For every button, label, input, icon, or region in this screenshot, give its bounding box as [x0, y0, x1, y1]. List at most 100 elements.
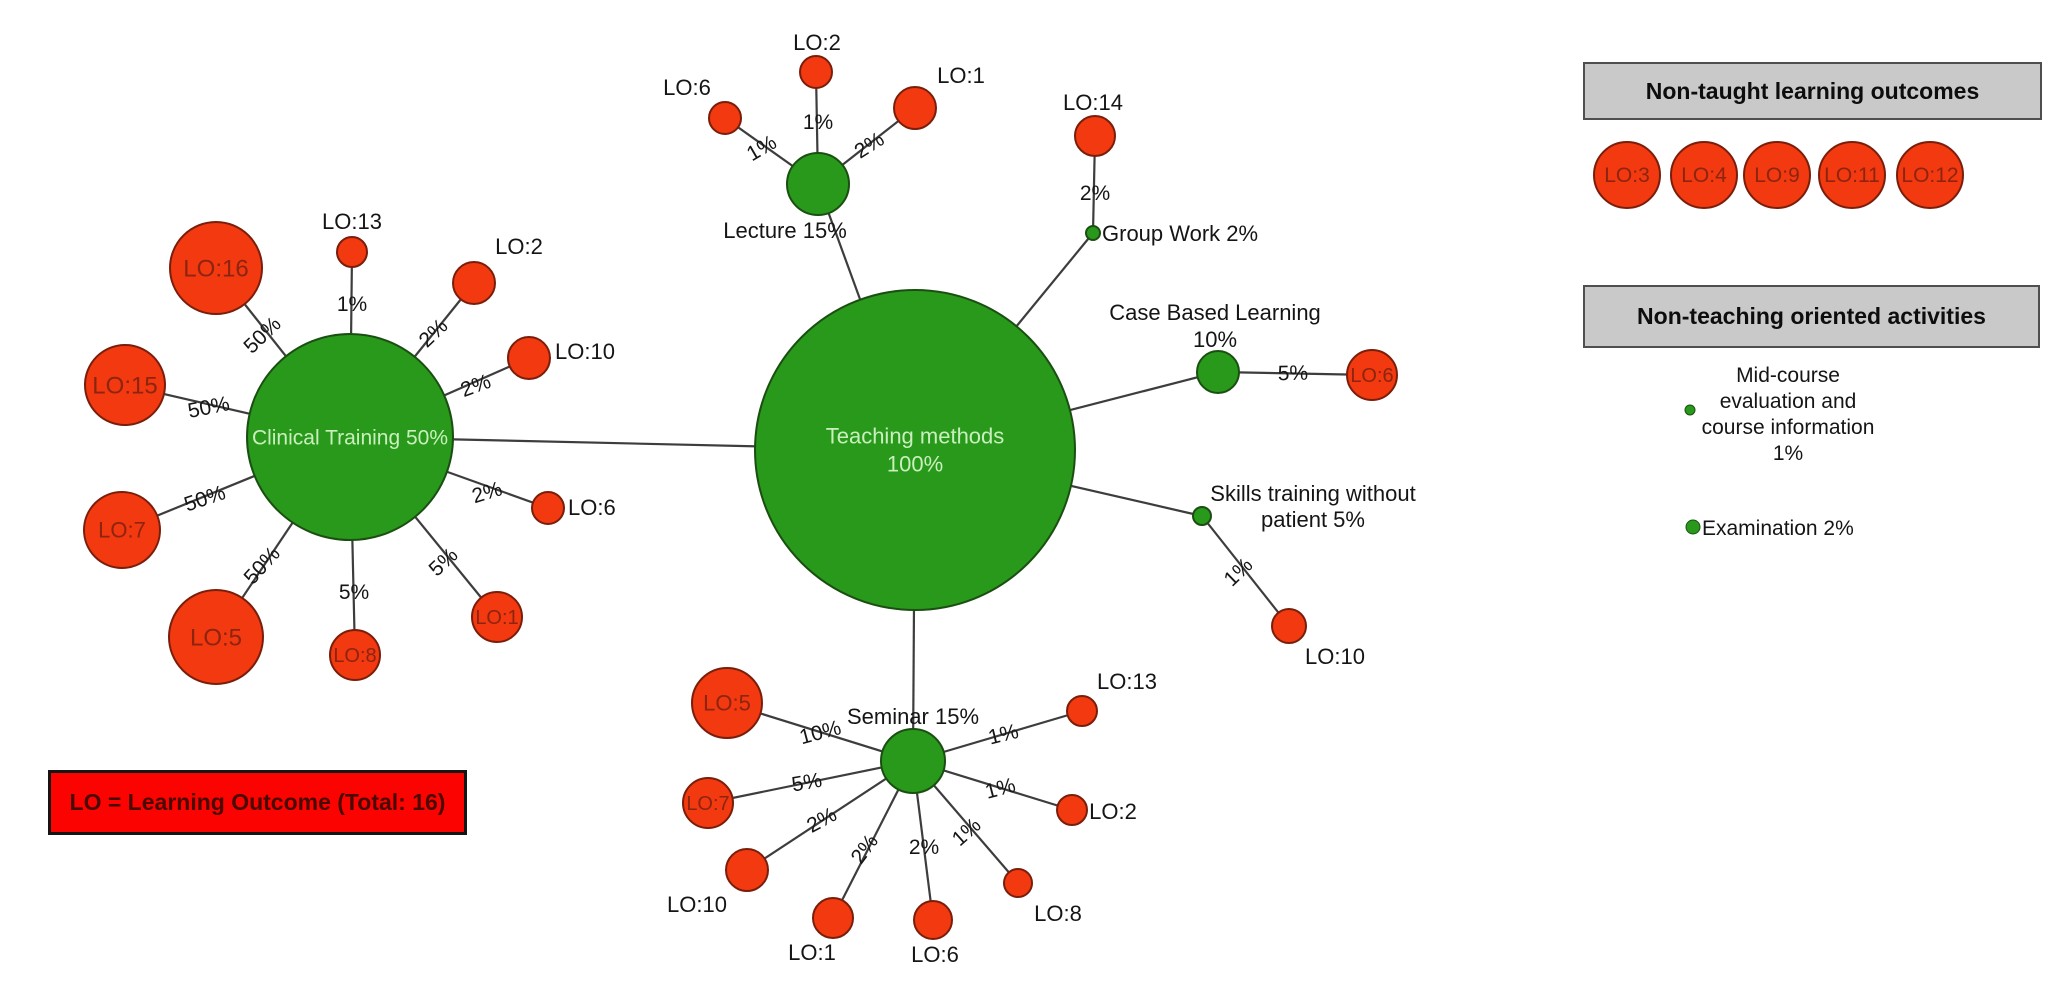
non-taught-outcomes-header: Non-taught learning outcomes — [1583, 62, 2042, 120]
node-cl2 — [452, 261, 496, 305]
node-cl1 — [471, 591, 523, 643]
node-clinical — [246, 333, 454, 541]
node-label-sem1: LO:1 — [788, 940, 836, 965]
node-cl16 — [169, 221, 263, 315]
node-lec6 — [708, 101, 742, 135]
non-taught-lo-circle-3 — [1818, 141, 1886, 209]
node-label-lecture: Lecture 15% — [723, 218, 847, 243]
node-label-cl7: LO:7 — [98, 518, 146, 543]
node-label-skills: patient 5% — [1261, 507, 1365, 532]
non-taught-lo-circle-2 — [1743, 141, 1811, 209]
non-taught-lo-label-0: LO:3 — [1604, 164, 1650, 187]
edge-seminar-sem10 — [746, 760, 914, 871]
node-cbl — [1196, 350, 1240, 394]
node-sem7 — [682, 777, 734, 829]
node-label-cl10: LO:10 — [555, 339, 615, 364]
activity-label-mid-course-evaluation: 1% — [1773, 442, 1803, 465]
node-lec2 — [799, 55, 833, 89]
node-label-sem10: LO:10 — [667, 892, 727, 917]
node-label-cl13: LO:13 — [322, 209, 382, 234]
node-cl5 — [168, 589, 264, 685]
non-taught-lo-circle-0 — [1593, 141, 1661, 209]
edge-label-clinical-cl13: 1% — [337, 293, 367, 316]
edge-label-lecture-lec6: 1% — [743, 131, 781, 166]
node-skills — [1192, 506, 1212, 526]
edge-label-clinical-cl16: 50% — [239, 312, 285, 358]
node-cl7 — [83, 491, 161, 569]
node-label-lec2: LO:2 — [793, 30, 841, 55]
activity-label-mid-course-evaluation: Mid-course — [1736, 364, 1840, 387]
node-cl6 — [531, 491, 565, 525]
non-taught-lo-label-3: LO:11 — [1824, 164, 1880, 187]
edge-label-seminar-sem6: 2% — [909, 836, 939, 859]
node-label-sem8: LO:8 — [1034, 901, 1082, 926]
node-label-groupwork: Group Work 2% — [1102, 221, 1258, 246]
node-sem13 — [1066, 695, 1098, 727]
edge-label-seminar-sem2: 1% — [983, 774, 1018, 804]
activity-label-mid-course-evaluation: evaluation and — [1720, 390, 1857, 413]
mid-course-evaluation-dot — [1684, 404, 1696, 416]
node-cl15 — [84, 344, 166, 426]
node-label-tm: 100% — [887, 452, 943, 477]
edge-label-skills-sk10: 1% — [1220, 554, 1258, 592]
node-label-tm: Teaching methods — [826, 424, 1005, 449]
node-gw14 — [1074, 115, 1116, 157]
node-cl8 — [329, 629, 381, 681]
edge-label-clinical-cl7: 50% — [181, 481, 228, 516]
node-label-gw14: LO:14 — [1063, 90, 1123, 115]
node-label-cl1: LO:1 — [475, 607, 518, 629]
edge-label-seminar-sem8: 1% — [948, 813, 986, 850]
node-groupwork — [1085, 225, 1101, 241]
node-sem8 — [1003, 868, 1033, 898]
node-sem6 — [913, 900, 953, 940]
node-label-cl16: LO:16 — [183, 255, 248, 282]
node-sem2 — [1056, 794, 1088, 826]
node-seminar — [880, 728, 946, 794]
node-cbl6 — [1346, 349, 1398, 401]
non-teaching-activities-header: Non-teaching oriented activities — [1583, 285, 2040, 348]
edge-label-groupwork-gw14: 2% — [1080, 182, 1110, 205]
edge-label-seminar-sem1: 2% — [847, 830, 884, 868]
node-sem10 — [725, 848, 769, 892]
edge-label-clinical-cl1: 5% — [425, 543, 463, 581]
node-label-lec1: LO:1 — [937, 63, 985, 88]
node-lecture — [786, 152, 850, 216]
activity-label-mid-course-evaluation: course information — [1702, 416, 1875, 439]
examination-dot — [1685, 519, 1701, 535]
node-label-cbl: 10% — [1193, 327, 1237, 352]
edge-label-seminar-sem13: 1% — [986, 720, 1021, 750]
node-label-skills: Skills training without — [1210, 481, 1415, 506]
node-label-cl2: LO:2 — [495, 234, 543, 259]
edge-label-seminar-sem10: 2% — [803, 803, 841, 838]
node-label-cbl6: LO:6 — [1350, 365, 1393, 387]
edge-label-clinical-cl15: 50% — [186, 392, 232, 423]
node-label-seminar: Seminar 15% — [847, 704, 979, 729]
activity-label-examination: Examination 2% — [1702, 517, 1854, 540]
non-taught-lo-label-1: LO:4 — [1681, 164, 1727, 187]
node-cl13 — [336, 236, 368, 268]
node-label-sem7: LO:7 — [686, 793, 729, 815]
non-taught-lo-label-4: LO:12 — [1901, 164, 1958, 187]
node-label-sem5: LO:5 — [703, 691, 751, 716]
node-label-sem13: LO:13 — [1097, 669, 1157, 694]
node-label-sem6: LO:6 — [911, 942, 959, 967]
node-sk10 — [1271, 608, 1307, 644]
edge-label-seminar-sem7: 5% — [790, 769, 824, 797]
node-label-cl5: LO:5 — [190, 624, 242, 651]
edge-label-clinical-cl5: 50% — [240, 542, 285, 589]
node-label-cl15: LO:15 — [92, 372, 157, 399]
node-label-sk10: LO:10 — [1305, 644, 1365, 669]
node-sem5 — [691, 667, 763, 739]
node-label-clinical: Clinical Training 50% — [252, 426, 448, 449]
node-label-cl6: LO:6 — [568, 495, 616, 520]
non-taught-lo-label-2: LO:9 — [1754, 164, 1800, 187]
edge-label-cbl-cbl6: 5% — [1278, 362, 1309, 385]
node-lec1 — [893, 86, 937, 130]
non-taught-lo-circle-4 — [1896, 141, 1964, 209]
edge-label-clinical-cl2: 2% — [415, 314, 453, 352]
non-taught-lo-circle-1 — [1670, 141, 1738, 209]
node-cl10 — [507, 336, 551, 380]
node-label-cbl: Case Based Learning — [1109, 300, 1321, 325]
